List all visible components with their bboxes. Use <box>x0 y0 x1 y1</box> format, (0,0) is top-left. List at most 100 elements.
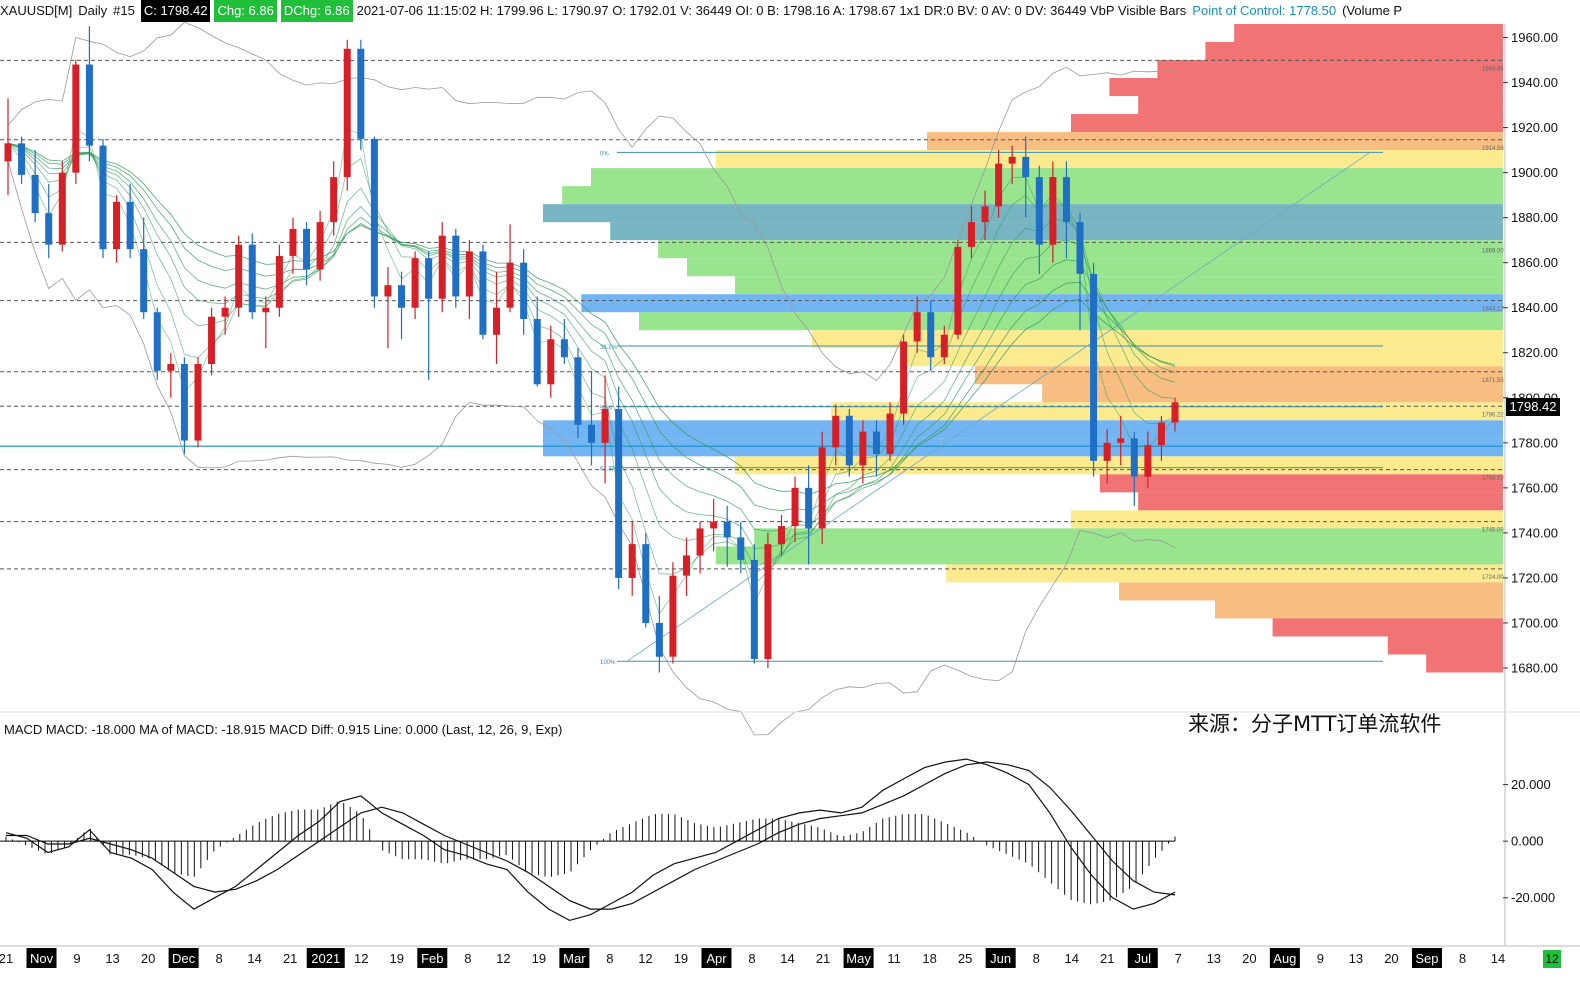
candle-body <box>370 138 378 297</box>
candle-body <box>398 285 406 308</box>
macd-header: MACD MACD: -18.000 MA of MACD: -18.915 M… <box>4 722 563 737</box>
time-label: 9 <box>73 951 80 966</box>
volume-profile-bar <box>1138 96 1503 115</box>
volume-profile-bar <box>543 420 1503 439</box>
candle-body <box>45 213 53 245</box>
volume-profile-bar <box>1099 474 1503 493</box>
candle-body <box>1062 177 1070 223</box>
time-label: Aug <box>1273 951 1296 966</box>
time-label: Dec <box>172 951 196 966</box>
time-axis: 21 Nov 9 13 20 Dec 8 14 21 2021 12 19 Feb 8 12 19 Mar 8 12… <box>0 945 1580 968</box>
candle-body <box>777 526 785 545</box>
price-axis: 1960.00 1940.00 1920.00 1900.00 1880.00 1860.… <box>1503 24 1558 946</box>
price-tick-label: 1880.00 <box>1511 210 1558 225</box>
time-label: 13 <box>1207 951 1221 966</box>
symbol-label: XAUUSD[M] <box>0 3 73 18</box>
bar-details: 2021-07-06 11:15:02 H: 1799.96 L: 1790.9… <box>356 3 1187 18</box>
time-label: 8 <box>606 951 613 966</box>
volume-profile-bar <box>907 348 1503 367</box>
time-label: 19 <box>532 951 546 966</box>
candle-body <box>411 258 419 308</box>
candle-body <box>4 143 12 162</box>
candle-body <box>275 255 283 308</box>
level-label: 1724.00 <box>1482 575 1504 581</box>
price-tick-label: 1740.00 <box>1511 525 1558 540</box>
candle-body <box>113 201 121 250</box>
candle-body <box>628 544 636 578</box>
price-tick-label: 1920.00 <box>1511 120 1558 135</box>
fib-label: 61.8% <box>600 467 618 473</box>
candle-body <box>750 559 758 659</box>
level-label: 1914.59 <box>1482 146 1504 152</box>
level-label: 1768.10 <box>1482 476 1504 482</box>
candle-body <box>1022 156 1030 178</box>
candle-body <box>357 48 365 139</box>
time-label: Sep <box>1415 951 1438 966</box>
candle-body <box>560 339 568 358</box>
candle-body <box>85 64 93 146</box>
time-label: 21 <box>816 951 830 966</box>
volume-profile-bar <box>1071 114 1503 133</box>
price-tick-label: 1820.00 <box>1511 345 1558 360</box>
time-label: 20 <box>1384 951 1398 966</box>
time-label: 19 <box>674 951 688 966</box>
time-label: 8 <box>1459 951 1466 966</box>
volume-profile-bar <box>1119 582 1503 601</box>
candle-body <box>1130 438 1138 477</box>
candle-body <box>1171 402 1179 423</box>
candle-body <box>1090 273 1098 461</box>
volume-profile-bar <box>1138 492 1503 511</box>
candle-body <box>520 262 528 319</box>
candle-body <box>1157 422 1165 446</box>
time-label: Jun <box>990 951 1011 966</box>
change-badge: Chg: 6.86 <box>214 0 277 22</box>
candle-body <box>18 143 26 175</box>
candle-body <box>384 285 392 297</box>
time-label-highlight <box>1269 948 1300 968</box>
volume-profile-bar <box>1071 510 1503 529</box>
candle-body <box>452 235 460 297</box>
candle-body <box>303 228 311 270</box>
candle-body <box>99 145 107 250</box>
price-tick-label: 1720.00 <box>1511 570 1558 585</box>
time-label-highlight <box>559 948 590 968</box>
chart-header: XAUUSD[M] Daily #15 C: 1798.42 Chg: 6.86… <box>0 0 1510 22</box>
time-label: Jul <box>1134 951 1151 966</box>
candle-body <box>425 258 433 299</box>
time-label: 8 <box>1033 951 1040 966</box>
candle-body <box>845 415 853 466</box>
candle-body <box>72 64 80 173</box>
level-label: 1871.55 <box>1482 378 1504 384</box>
time-label: 18 <box>922 951 936 966</box>
price-tick-label: 1840.00 <box>1511 300 1558 315</box>
time-label: 8 <box>748 951 755 966</box>
volume-profile-bar <box>543 438 1503 457</box>
macd-line <box>5 758 1176 922</box>
fib-label: 50% <box>600 406 613 412</box>
candle-body <box>927 312 935 358</box>
level-label: 1796.22 <box>1482 412 1504 418</box>
candle-body <box>1076 222 1084 274</box>
level-label: 1745.00 <box>1482 528 1504 534</box>
candle-body <box>1103 442 1111 461</box>
candle-body <box>615 409 623 578</box>
candle-body <box>479 251 487 335</box>
candle-body <box>913 312 921 342</box>
time-label: 14 <box>780 951 794 966</box>
candle-body <box>547 339 555 385</box>
candle-body <box>140 249 148 313</box>
time-label-highlight <box>701 948 732 968</box>
price-tick-label: 1700.00 <box>1511 615 1558 630</box>
volume-profile-bar <box>1234 24 1503 43</box>
candle-body <box>126 201 134 250</box>
study-label: (Volume P <box>1342 3 1403 18</box>
time-label: 21 <box>1100 951 1114 966</box>
level-label: 1869.00 <box>1482 248 1504 254</box>
volume-profile-bar <box>831 402 1503 421</box>
candle-body <box>805 487 813 529</box>
time-label: 13 <box>105 951 119 966</box>
candle-body <box>818 447 826 529</box>
time-label-highlight <box>1127 948 1158 968</box>
